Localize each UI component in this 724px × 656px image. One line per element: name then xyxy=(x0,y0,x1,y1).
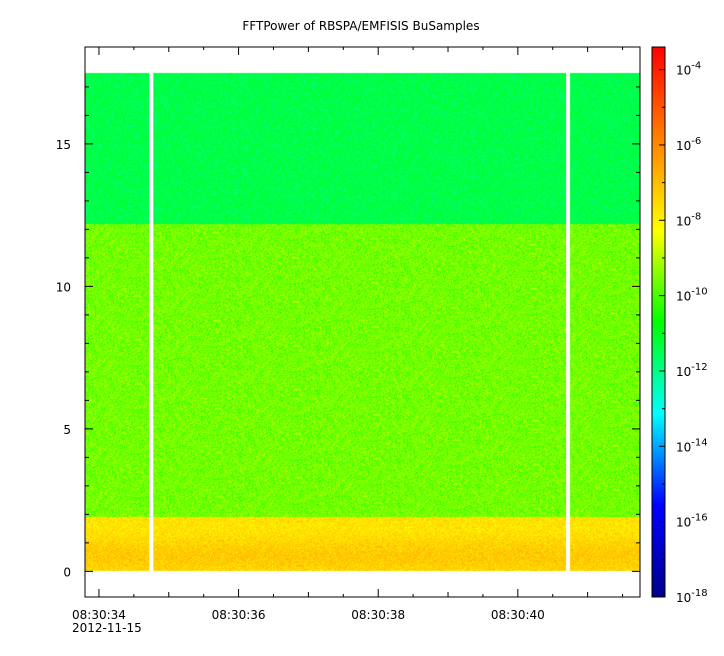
colorbar-tick-label: 10-14 xyxy=(676,437,708,454)
x-tick-label: 08:30:38 xyxy=(351,608,405,622)
data-gaps xyxy=(149,72,571,572)
y-axis: 0 5 10 15 xyxy=(56,86,640,579)
colorbar: 10-4 10-6 10-8 10-10 10-12 10-14 10-16 10-18 xyxy=(651,46,708,605)
y-tick-label: 15 xyxy=(56,138,71,152)
colorbar-tick-label: 10-8 xyxy=(676,211,701,228)
colorbar-ticks: 10-4 10-6 10-8 10-10 10-12 10-14 10-16 10-18 xyxy=(659,61,708,605)
y-tick-label: 10 xyxy=(56,280,71,294)
spectrogram-heatmap xyxy=(85,47,640,597)
colorbar-tick-label: 10-10 xyxy=(676,287,708,304)
y-tick-label: 5 xyxy=(63,423,71,437)
x-date-label: 2012-11-15 xyxy=(72,621,142,635)
x-tick-label: 08:30:40 xyxy=(491,608,545,622)
plot-frame xyxy=(84,46,641,598)
data-gap xyxy=(566,72,571,572)
colorbar-tick-label: 10-16 xyxy=(676,513,708,530)
x-axis: 2012-11-15 08:30:34 08:30:36 08:30:38 08:30… xyxy=(72,47,624,635)
colorbar-tick-label: 10-12 xyxy=(676,362,708,379)
plot-area xyxy=(84,46,641,598)
colorbar-tick-label: 10-6 xyxy=(676,136,701,153)
colorbar-tick-label: 10-4 xyxy=(676,61,701,78)
colorbar-tick-label: 10-18 xyxy=(676,588,708,605)
colorbar-scale xyxy=(651,46,666,598)
x-tick-label: 08:30:36 xyxy=(212,608,266,622)
chart-title: FFTPower of RBSPA/EMFISIS BuSamples xyxy=(242,19,479,33)
data-gap xyxy=(149,72,154,572)
x-tick-label: 08:30:34 xyxy=(72,608,126,622)
y-tick-label: 0 xyxy=(63,565,71,579)
